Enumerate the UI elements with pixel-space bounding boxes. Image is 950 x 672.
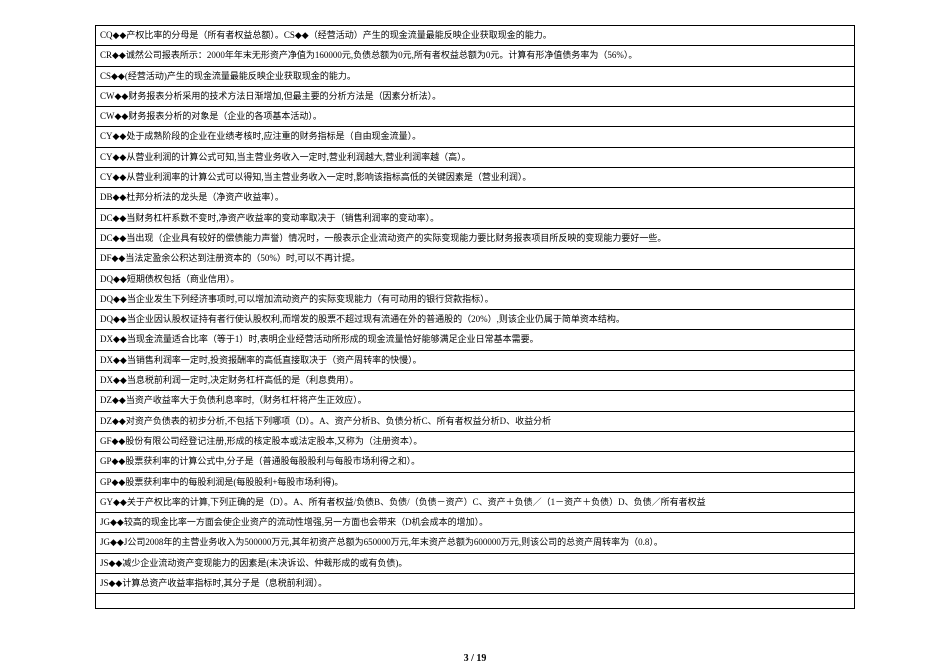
table-cell: DX◆◆当销售利润率一定时,投资报酬率的高低直接取决于（资产周转率的快慢）。 xyxy=(96,350,855,370)
current-page-number: 3 xyxy=(464,653,469,664)
table-cell: GY◆◆关于产权比率的计算,下列正确的是（D）。A、所有者权益/负债B、负债/（… xyxy=(96,492,855,512)
table-row: CS◆◆(经营活动)产生的现金流量最能反映企业获取现金的能力。 xyxy=(96,66,855,86)
table-row: DX◆◆当销售利润率一定时,投资报酬率的高低直接取决于（资产周转率的快慢）。 xyxy=(96,350,855,370)
table-cell: CS◆◆(经营活动)产生的现金流量最能反映企业获取现金的能力。 xyxy=(96,66,855,86)
document-page: CQ◆◆产权比率的分母是（所有者权益总额）。CS◆◆（经营活动）产生的现金流量最… xyxy=(0,0,950,609)
table-cell: CY◆◆处于成熟阶段的企业在业绩考核时,应注重的财务指标是（自由现金流量）。 xyxy=(96,127,855,147)
table-cell: JG◆◆较高的现金比率一方面会使企业资产的流动性增强,另一方面也会带来（D机会成… xyxy=(96,513,855,533)
table-row: DC◆◆当财务杠杆系数不变时,净资产收益率的变动率取决于（销售利润率的变动率）。 xyxy=(96,208,855,228)
table-cell: DF◆◆当法定盈余公积达到注册资本的（50%）时,可以不再计提。 xyxy=(96,249,855,269)
table-row: DQ◆◆当企业因认股权证持有者行使认股权利,而增发的股票不超过现有流通在外的普通… xyxy=(96,310,855,330)
table-row: CY◆◆处于成熟阶段的企业在业绩考核时,应注重的财务指标是（自由现金流量）。 xyxy=(96,127,855,147)
table-row: DQ◆◆当企业发生下列经济事项时,可以增加流动资产的实际变现能力（有可动用的银行… xyxy=(96,289,855,309)
table-cell xyxy=(96,594,855,609)
table-row: DQ◆◆短期债权包括（商业信用）。 xyxy=(96,269,855,289)
total-pages-number: 19 xyxy=(476,653,486,664)
table-row: JS◆◆减少企业流动资产变现能力的因素是(未决诉讼、仲裁形成的或有负债)。 xyxy=(96,553,855,573)
table-row: CW◆◆财务报表分析采用的技术方法日渐增加,但最主要的分析方法是（因素分析法）。 xyxy=(96,86,855,106)
table-row: DB◆◆杜邦分析法的龙头是（净资产收益率）。 xyxy=(96,188,855,208)
table-row: CR◆◆诚然公司报表所示：2000年年末无形资产净值为160000元,负债总额为… xyxy=(96,46,855,66)
table-cell: JG◆◆J公司2008年的主营业务收入为500000万元,其年初资产总额为650… xyxy=(96,533,855,553)
table-row: DC◆◆当出现（企业具有较好的偿债能力声誉）情况时，一般表示企业流动资产的实际变… xyxy=(96,228,855,248)
table-row xyxy=(96,594,855,609)
table-cell: DQ◆◆当企业因认股权证持有者行使认股权利,而增发的股票不超过现有流通在外的普通… xyxy=(96,310,855,330)
table-cell: CQ◆◆产权比率的分母是（所有者权益总额）。CS◆◆（经营活动）产生的现金流量最… xyxy=(96,26,855,46)
table-cell: GP◆◆股票获利率的计算公式中,分子是（普通股每股股利与每股市场利得之和）。 xyxy=(96,452,855,472)
table-row: DX◆◆当息税前利润一定时,决定财务杠杆高低的是（利息费用）。 xyxy=(96,371,855,391)
table-cell: CW◆◆财务报表分析的对象是（企业的各项基本活动）。 xyxy=(96,107,855,127)
table-cell: DX◆◆当现金流量适合比率（等于1）时,表明企业经营活动所形成的现金流量恰好能够… xyxy=(96,330,855,350)
table-cell: CY◆◆从营业利润的计算公式可知,当主营业务收入一定时,营业利润越大,营业利润率… xyxy=(96,147,855,167)
table-row: DF◆◆当法定盈余公积达到注册资本的（50%）时,可以不再计提。 xyxy=(96,249,855,269)
table-cell: CR◆◆诚然公司报表所示：2000年年末无形资产净值为160000元,负债总额为… xyxy=(96,46,855,66)
table-row: DX◆◆当现金流量适合比率（等于1）时,表明企业经营活动所形成的现金流量恰好能够… xyxy=(96,330,855,350)
page-footer: 3 / 19 xyxy=(0,653,950,664)
table-row: DZ◆◆对资产负债表的初步分析,不包括下列哪项（D）。A、资产分析B、负债分析C… xyxy=(96,411,855,431)
table-row: JS◆◆计算总资产收益率指标时,其分子是（息税前利润）。 xyxy=(96,574,855,594)
table-cell: JS◆◆计算总资产收益率指标时,其分子是（息税前利润）。 xyxy=(96,574,855,594)
table-cell: JS◆◆减少企业流动资产变现能力的因素是(未决诉讼、仲裁形成的或有负债)。 xyxy=(96,553,855,573)
content-table: CQ◆◆产权比率的分母是（所有者权益总额）。CS◆◆（经营活动）产生的现金流量最… xyxy=(95,25,855,609)
table-row: DZ◆◆当资产收益率大于负债利息率时,（财务杠杆将产生正效应）。 xyxy=(96,391,855,411)
table-row: GP◆◆股票获利率的计算公式中,分子是（普通股每股股利与每股市场利得之和）。 xyxy=(96,452,855,472)
table-row: CY◆◆从营业利润率的计算公式可以得知,当主营业务收入一定时,影响该指标高低的关… xyxy=(96,168,855,188)
table-cell: CW◆◆财务报表分析采用的技术方法日渐增加,但最主要的分析方法是（因素分析法）。 xyxy=(96,86,855,106)
table-cell: GF◆◆股份有限公司经登记注册,形成的核定股本或法定股本,又称为（注册资本）。 xyxy=(96,431,855,451)
table-cell: CY◆◆从营业利润率的计算公式可以得知,当主营业务收入一定时,影响该指标高低的关… xyxy=(96,168,855,188)
table-row: GF◆◆股份有限公司经登记注册,形成的核定股本或法定股本,又称为（注册资本）。 xyxy=(96,431,855,451)
table-cell: DC◆◆当出现（企业具有较好的偿债能力声誉）情况时，一般表示企业流动资产的实际变… xyxy=(96,228,855,248)
table-row: GY◆◆关于产权比率的计算,下列正确的是（D）。A、所有者权益/负债B、负债/（… xyxy=(96,492,855,512)
table-cell: DB◆◆杜邦分析法的龙头是（净资产收益率）。 xyxy=(96,188,855,208)
table-cell: DZ◆◆对资产负债表的初步分析,不包括下列哪项（D）。A、资产分析B、负债分析C… xyxy=(96,411,855,431)
table-cell: GP◆◆股票获利率中的每股利润是(每股股利+每股市场利得)。 xyxy=(96,472,855,492)
table-cell: DC◆◆当财务杠杆系数不变时,净资产收益率的变动率取决于（销售利润率的变动率）。 xyxy=(96,208,855,228)
table-cell: DQ◆◆当企业发生下列经济事项时,可以增加流动资产的实际变现能力（有可动用的银行… xyxy=(96,289,855,309)
table-row: JG◆◆J公司2008年的主营业务收入为500000万元,其年初资产总额为650… xyxy=(96,533,855,553)
table-row: CY◆◆从营业利润的计算公式可知,当主营业务收入一定时,营业利润越大,营业利润率… xyxy=(96,147,855,167)
table-row: CQ◆◆产权比率的分母是（所有者权益总额）。CS◆◆（经营活动）产生的现金流量最… xyxy=(96,26,855,46)
table-row: JG◆◆较高的现金比率一方面会使企业资产的流动性增强,另一方面也会带来（D机会成… xyxy=(96,513,855,533)
table-row: CW◆◆财务报表分析的对象是（企业的各项基本活动）。 xyxy=(96,107,855,127)
table-row: GP◆◆股票获利率中的每股利润是(每股股利+每股市场利得)。 xyxy=(96,472,855,492)
table-cell: DZ◆◆当资产收益率大于负债利息率时,（财务杠杆将产生正效应）。 xyxy=(96,391,855,411)
page-separator: / xyxy=(471,653,474,664)
table-cell: DX◆◆当息税前利润一定时,决定财务杠杆高低的是（利息费用）。 xyxy=(96,371,855,391)
table-cell: DQ◆◆短期债权包括（商业信用）。 xyxy=(96,269,855,289)
